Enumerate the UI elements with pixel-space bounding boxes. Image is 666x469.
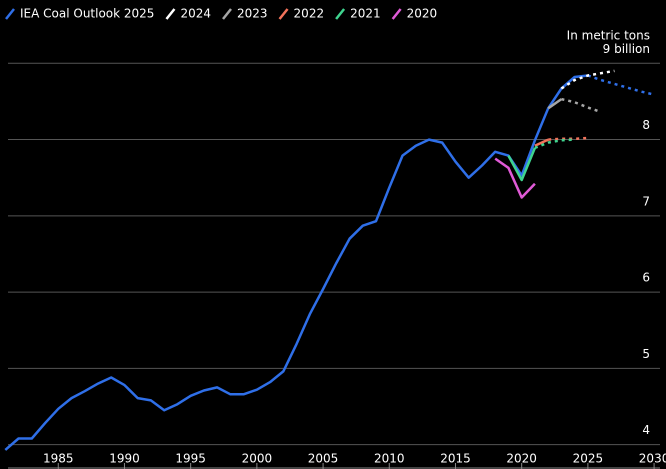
series-line xyxy=(547,98,563,110)
series-line xyxy=(534,138,549,147)
legend-label: IEA Coal Outlook 2025 xyxy=(20,7,154,21)
legend-label: 2023 xyxy=(237,7,268,21)
forecast-line xyxy=(560,69,615,90)
series-line xyxy=(507,147,537,182)
y-tick-label: 4 xyxy=(642,423,650,437)
legend-marker xyxy=(391,8,402,20)
legend-marker xyxy=(222,8,232,20)
x-tick-label: 2000 xyxy=(242,452,273,466)
legend-label: 2022 xyxy=(294,7,325,21)
legend-marker xyxy=(165,8,176,20)
x-tick-label: 1995 xyxy=(175,452,206,466)
series-line xyxy=(494,157,536,199)
x-tick-label: 2015 xyxy=(440,452,471,466)
y-tick-label: 5 xyxy=(642,347,650,361)
y-tick-label: 6 xyxy=(642,271,650,285)
x-tick-label: 1985 xyxy=(43,452,74,466)
legend-label: 2020 xyxy=(407,7,438,21)
y-tick-label: 8 xyxy=(642,118,650,132)
legend-marker xyxy=(335,8,346,20)
unit-annotation: In metric tons xyxy=(567,29,650,43)
series-line xyxy=(4,74,589,451)
forecast-line xyxy=(534,138,575,150)
legend-marker xyxy=(278,8,289,20)
legend-marker xyxy=(5,8,15,20)
legend-label: 2024 xyxy=(180,7,211,21)
x-tick-label: 2030 xyxy=(639,452,666,466)
x-tick-label: 2020 xyxy=(506,452,537,466)
x-tick-label: 2025 xyxy=(573,452,604,466)
x-tick-label: 1990 xyxy=(109,452,140,466)
x-tick-label: 2010 xyxy=(374,452,405,466)
forecast-line xyxy=(561,97,602,114)
forecast-line xyxy=(587,74,655,96)
y-tick-label: 7 xyxy=(642,194,650,208)
y-tick-label: 9 billion xyxy=(603,42,650,56)
legend-label: 2021 xyxy=(350,7,381,21)
x-tick-label: 2005 xyxy=(308,452,339,466)
